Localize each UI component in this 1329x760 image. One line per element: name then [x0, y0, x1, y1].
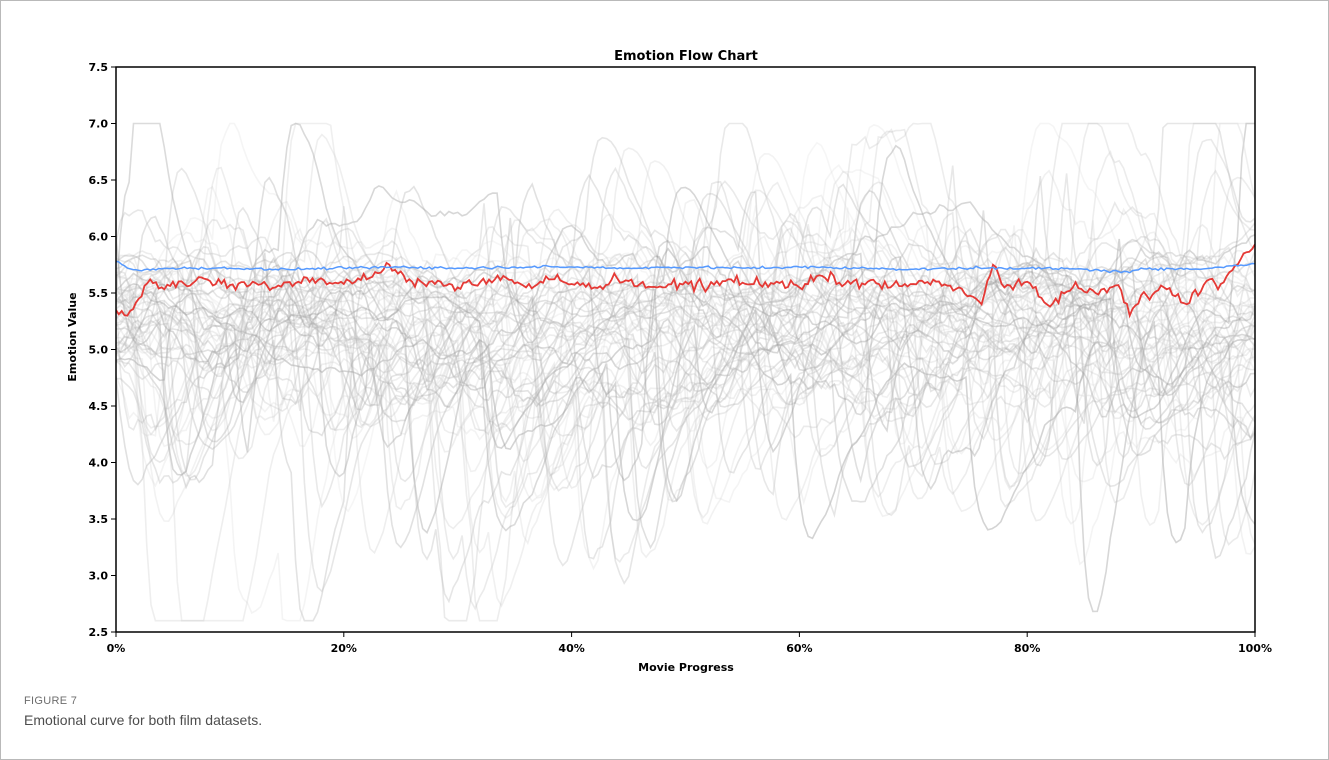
background-curve — [116, 176, 1255, 622]
background-curve — [116, 189, 1255, 549]
background-curve — [116, 182, 1255, 560]
background-curve — [116, 166, 1255, 470]
emotion-flow-chart: 2.5 3.0 3.5 4.0 4.5 5.0 5.5 6.0 6.5 7.0 7.5 0% 20% 4… — [66, 49, 1272, 674]
background-curve — [116, 287, 1255, 437]
background-curve — [116, 141, 1255, 513]
y-tick-label: 6.0 — [89, 231, 109, 244]
background-curve — [116, 206, 1255, 585]
background-curve — [116, 122, 1255, 473]
x-axis-label: Movie Progress — [638, 661, 734, 674]
y-tick-label: 7.5 — [89, 61, 109, 74]
y-tick-label: 5.5 — [89, 287, 109, 300]
red-series-line — [116, 243, 1255, 319]
y-tick-label: 2.5 — [89, 626, 109, 639]
background-curve — [116, 269, 1255, 419]
background-curve — [116, 220, 1255, 527]
y-tick-label: 7.0 — [89, 118, 109, 131]
background-curve — [116, 122, 1255, 519]
y-tick-label: 4.0 — [89, 457, 109, 470]
background-curve — [116, 150, 1255, 511]
background-curve — [116, 213, 1255, 451]
x-tick-label: 20% — [331, 642, 357, 655]
y-tick-label: 5.0 — [89, 344, 109, 357]
background-curve — [116, 122, 1255, 450]
background-curve — [116, 169, 1255, 546]
background-curve — [116, 122, 1255, 432]
x-tick-label: 0% — [107, 642, 126, 655]
background-curve — [116, 239, 1255, 532]
background-curve — [116, 243, 1255, 470]
background-curve — [116, 189, 1255, 622]
background-curve — [116, 122, 1255, 433]
figure-caption: Emotional curve for both film datasets. — [24, 712, 263, 728]
y-axis: 2.5 3.0 3.5 4.0 4.5 5.0 5.5 6.0 6.5 7.0 7.5 — [89, 61, 116, 639]
background-curve — [116, 122, 1255, 433]
x-tick-label: 60% — [786, 642, 812, 655]
background-curve — [116, 138, 1255, 622]
background-curve — [116, 122, 1255, 453]
y-tick-label: 3.5 — [89, 513, 109, 526]
background-curve — [116, 277, 1255, 439]
background-curve — [116, 176, 1255, 550]
y-tick-label: 6.5 — [89, 174, 109, 187]
figure-label: FIGURE 7 — [24, 695, 78, 707]
background-curve — [116, 173, 1255, 481]
background-curve — [116, 208, 1255, 442]
background-curve — [116, 232, 1255, 611]
x-axis: 0% 20% 40% 60% 80% 100% — [107, 632, 1272, 655]
background-curve — [116, 152, 1255, 448]
background-curve — [116, 167, 1255, 567]
chart-title: Emotion Flow Chart — [614, 49, 758, 64]
background-curve — [116, 235, 1255, 475]
x-tick-label: 80% — [1014, 642, 1040, 655]
background-curve — [116, 203, 1255, 348]
background-curve — [116, 170, 1255, 555]
background-curve — [116, 166, 1255, 530]
background-curve — [116, 288, 1255, 622]
background-curve — [116, 122, 1255, 478]
x-tick-label: 100% — [1238, 642, 1272, 655]
background-curve — [116, 192, 1255, 424]
background-curve — [116, 238, 1255, 544]
background-film-curves — [116, 122, 1255, 622]
background-curve — [116, 185, 1255, 571]
blue-series-line — [116, 260, 1255, 274]
background-curve — [116, 217, 1255, 362]
background-curve — [116, 183, 1255, 622]
background-curve — [116, 228, 1255, 608]
background-curve — [116, 225, 1255, 555]
highlight-series — [116, 243, 1255, 319]
background-curve — [116, 165, 1255, 488]
background-curve — [116, 246, 1255, 439]
background-curve — [116, 198, 1255, 503]
background-curve — [116, 212, 1255, 593]
background-curve — [116, 191, 1255, 443]
background-curve — [116, 227, 1255, 604]
background-curve — [116, 133, 1255, 519]
background-curve — [116, 122, 1255, 503]
background-curve — [116, 169, 1255, 509]
y-axis-label: Emotion Value — [66, 292, 79, 381]
background-curve — [116, 185, 1255, 613]
background-curve — [116, 122, 1255, 427]
background-curve — [116, 181, 1255, 492]
background-curve — [116, 144, 1255, 534]
y-tick-label: 4.5 — [89, 400, 109, 413]
x-tick-label: 40% — [558, 642, 584, 655]
background-curve — [116, 122, 1255, 386]
y-tick-label: 3.0 — [89, 570, 109, 583]
